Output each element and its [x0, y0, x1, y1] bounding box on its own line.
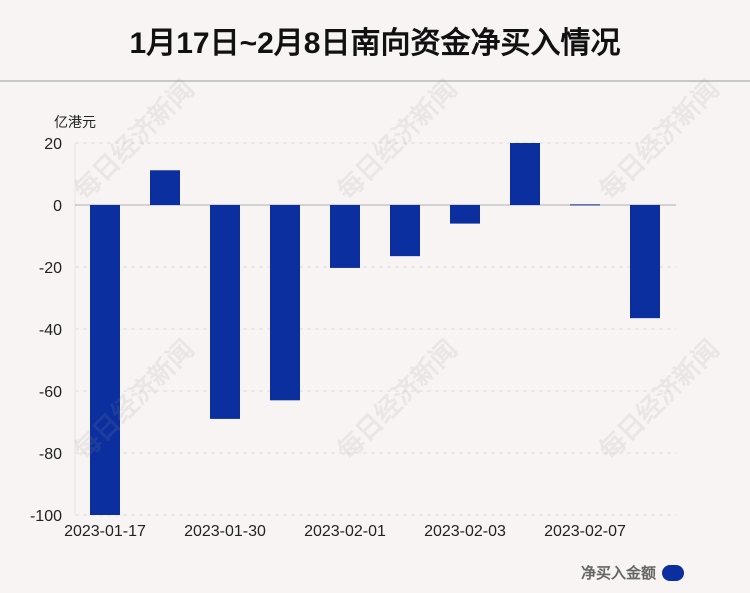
- bar-2023-01-30: [210, 205, 240, 419]
- y-tick-label: -80: [39, 446, 62, 463]
- bar-2023-02-02: [390, 205, 420, 257]
- x-tick-label: 2023-02-07: [544, 523, 626, 540]
- y-tick-label: -20: [39, 260, 62, 277]
- bar-2023-02-01: [330, 205, 360, 268]
- bar-2023-02-06: [510, 143, 540, 205]
- bar-2023-01-17: [90, 205, 120, 515]
- bar-2023-02-07: [570, 204, 600, 206]
- y-tick-label: -60: [39, 384, 62, 401]
- chart-title: 1月17日~2月8日南向资金净买入情况: [0, 0, 750, 82]
- legend-swatch: [662, 564, 684, 581]
- y-tick-label: 0: [53, 198, 62, 215]
- y-tick-label: -100: [30, 508, 62, 525]
- y-tick-label: 20: [44, 136, 62, 153]
- x-tick-label: 2023-01-17: [64, 523, 146, 540]
- x-tick-label: 2023-02-03: [424, 523, 506, 540]
- bar-2023-01-18: [150, 170, 180, 205]
- bar-2023-02-03: [450, 205, 480, 224]
- legend: 净买入金额: [581, 562, 684, 583]
- x-tick-label: 2023-01-30: [184, 523, 266, 540]
- legend-label: 净买入金额: [580, 565, 656, 582]
- bar-2023-01-31: [270, 205, 300, 401]
- y-unit-label: 亿港元: [54, 114, 96, 130]
- bar-2023-02-08: [630, 205, 660, 319]
- y-tick-label: -40: [39, 322, 62, 339]
- x-tick-label: 2023-02-01: [304, 523, 386, 540]
